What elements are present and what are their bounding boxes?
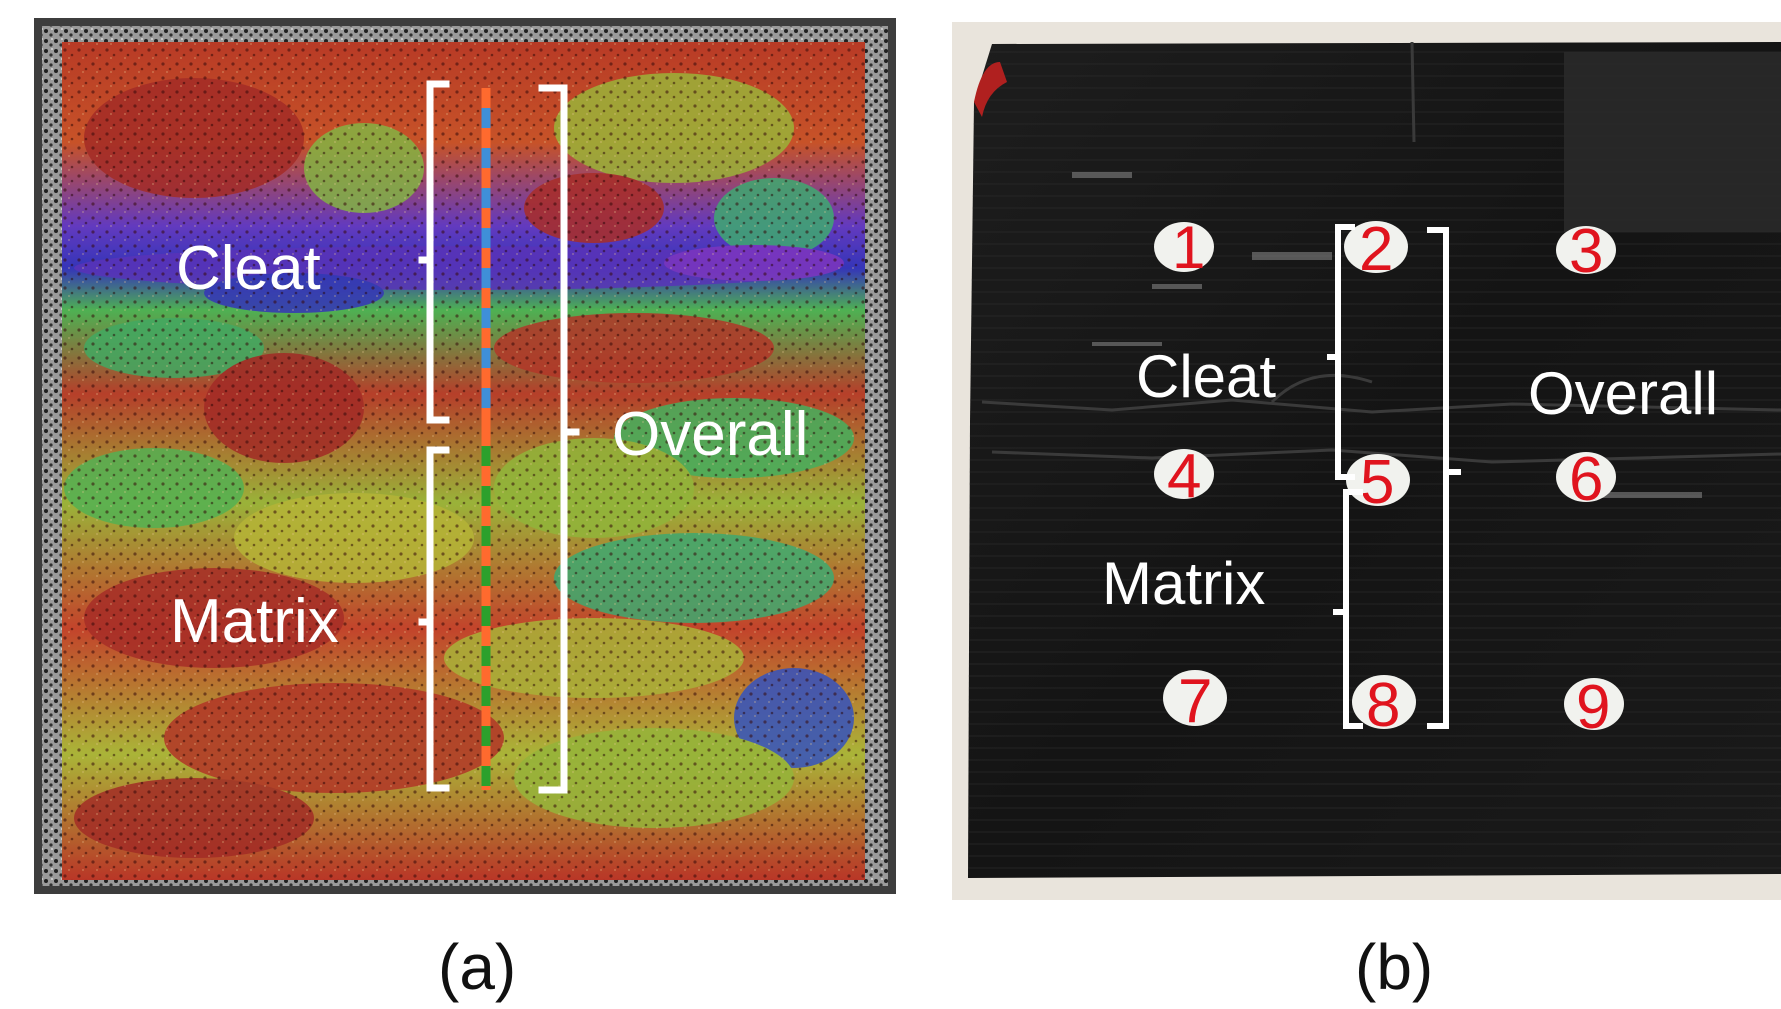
point-dot-3	[1556, 226, 1616, 274]
overall-bracket-b	[1427, 227, 1461, 729]
point-number-3: 3	[1569, 217, 1603, 286]
point-number-7: 7	[1178, 667, 1212, 736]
point-number-8: 8	[1366, 671, 1400, 740]
dic-strain-map: Cleat Matrix Overall	[34, 18, 896, 894]
red-mark	[974, 62, 1007, 117]
strain-field	[62, 42, 865, 880]
overall-bracket	[538, 84, 580, 794]
bracket-group	[418, 80, 580, 794]
panel-b-caption: (b)	[1355, 931, 1434, 1003]
cleat-bracket	[418, 80, 450, 424]
point-dot-6	[1556, 452, 1616, 502]
point-dot-1	[1154, 222, 1214, 272]
point-dot-4	[1154, 449, 1214, 499]
cleat-label: Cleat	[176, 234, 321, 303]
point-dot-7	[1163, 670, 1227, 726]
cleat-label-b: Cleat	[1136, 343, 1276, 410]
cleat-bracket-b	[1327, 224, 1355, 480]
matrix-bracket	[418, 446, 450, 792]
point-number-9: 9	[1576, 673, 1610, 742]
point-number-5: 5	[1360, 448, 1394, 517]
measurement-points: 1 2 3 4 5 6 7 8 9	[1154, 214, 1624, 742]
matrix-bracket-b	[1333, 489, 1363, 729]
point-number-4: 4	[1167, 442, 1201, 511]
specimen-photo: 1 2 3 4 5 6 7 8 9 Cleat Matrix Overall	[952, 22, 1781, 900]
point-number-1: 1	[1172, 214, 1205, 281]
matrix-label: Matrix	[170, 587, 339, 656]
panel-a-caption: (a)	[438, 931, 517, 1003]
overall-label-b: Overall	[1528, 360, 1718, 427]
overall-label: Overall	[612, 400, 808, 469]
dic-strain-map-panel: Cleat Matrix Overall	[34, 18, 896, 894]
point-dot-2	[1344, 221, 1408, 273]
fracture-lines	[981, 41, 1781, 464]
point-dot-9	[1564, 678, 1624, 730]
bracket-group-b	[1327, 224, 1461, 729]
specimen-photo-panel: 1 2 3 4 5 6 7 8 9 Cleat Matrix Overall	[952, 22, 1781, 900]
matrix-label-b: Matrix	[1102, 550, 1265, 617]
point-number-2: 2	[1359, 215, 1393, 284]
point-dot-8	[1352, 675, 1416, 729]
point-number-6: 6	[1569, 445, 1603, 514]
